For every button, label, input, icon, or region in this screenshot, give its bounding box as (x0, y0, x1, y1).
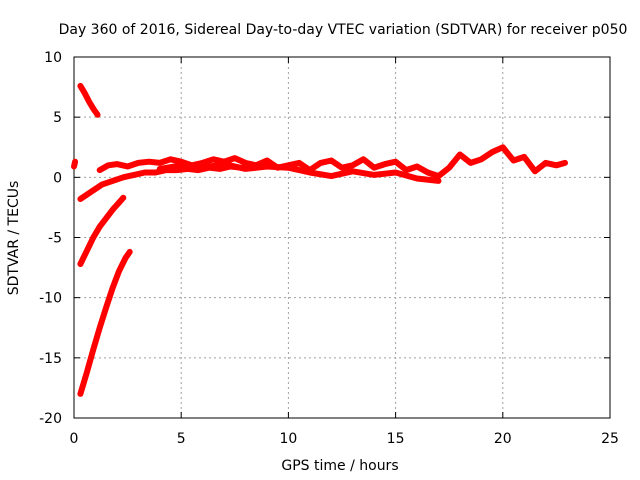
x-tick-label: 10 (279, 431, 297, 447)
series-arc-g (77, 248, 133, 397)
y-tick-label: -15 (39, 351, 62, 367)
chart-title: Day 360 of 2016, Sidereal Day-to-day VTE… (59, 22, 628, 38)
data-series (71, 82, 568, 397)
y-tick-label: -10 (39, 291, 62, 307)
x-tick-label: 20 (494, 431, 512, 447)
y-tick-label: 10 (44, 50, 62, 66)
y-tick-label: -5 (48, 231, 62, 247)
grid (74, 57, 610, 418)
x-tick-label: 5 (177, 431, 186, 447)
y-tick-label: 5 (53, 110, 62, 126)
series-arc-f (77, 194, 127, 267)
axis-ticks: 0 5 10 15 20 25 10 5 0 -5 -10 -15 -20 (39, 50, 619, 447)
series-arc-d (96, 144, 568, 180)
y-tick-label: 0 (53, 170, 62, 186)
x-axis-label: GPS time / hours (281, 458, 398, 474)
x-tick-label: 15 (387, 431, 405, 447)
x-tick-label: 0 (70, 431, 79, 447)
x-tick-label: 25 (601, 431, 619, 447)
y-axis-label: SDTVAR / TECUs (6, 181, 22, 296)
series-arc-a (71, 158, 79, 170)
y-tick-label: -20 (39, 411, 62, 427)
series-arc-b (77, 82, 101, 118)
series-arc-e (156, 161, 442, 184)
